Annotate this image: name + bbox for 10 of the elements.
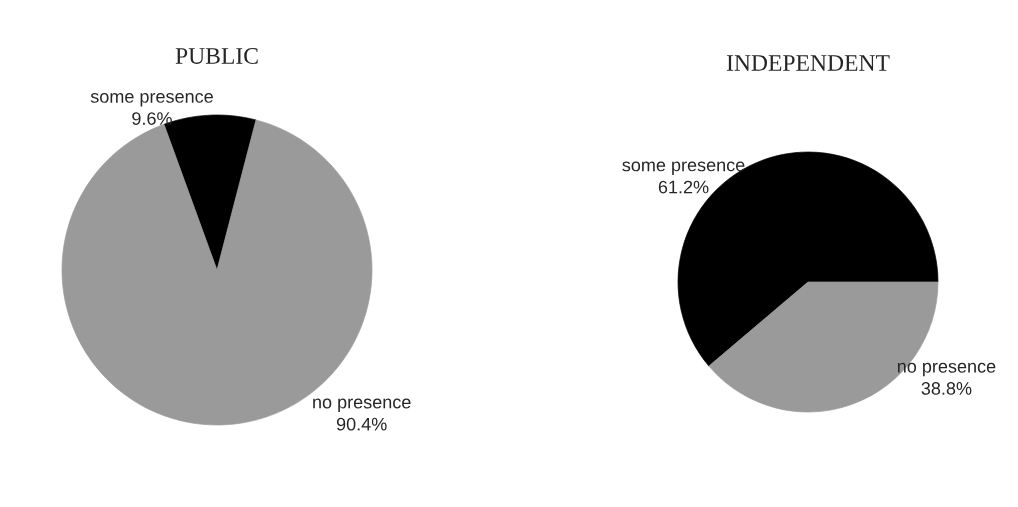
chart-title: PUBLIC [175,48,258,64]
data-label: 38.8% [921,382,972,395]
data-label: 9.6% [132,112,172,125]
data-label: 90.4% [336,417,387,431]
slice-label: no presence [897,362,996,377]
data-label: 61.2% [658,180,709,194]
slice-label: no presence [313,398,411,413]
slice-label: some presence [90,92,213,107]
chart-title: INDEPENDENT [726,55,890,71]
slice-label: some presence [622,161,745,175]
